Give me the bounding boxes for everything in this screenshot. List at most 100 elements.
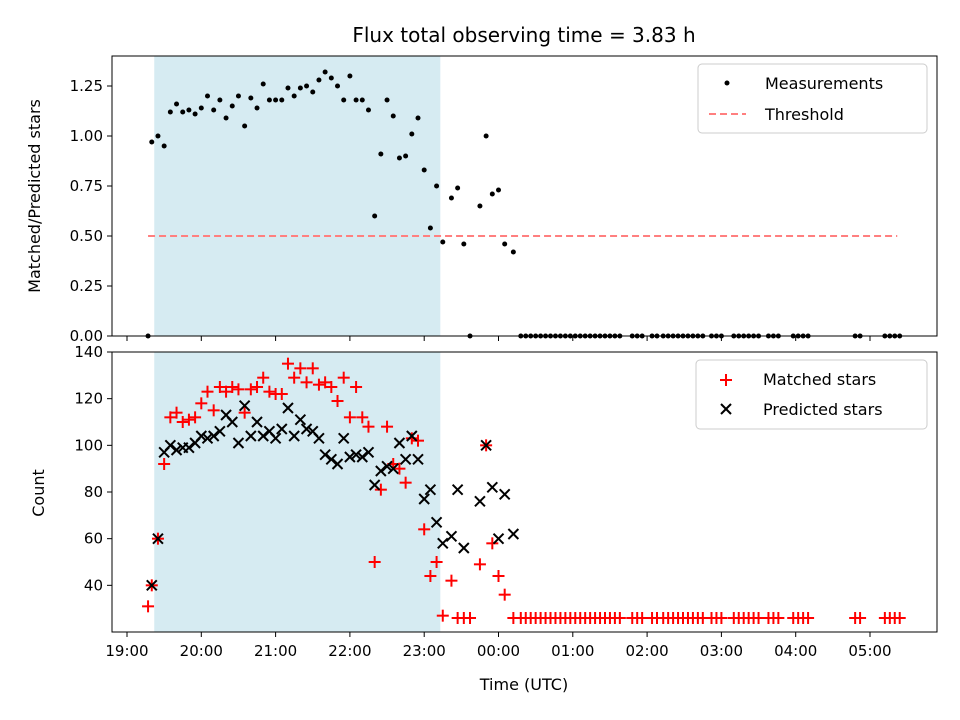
matched-star-point [854, 612, 867, 624]
matched-star-point [343, 411, 356, 424]
matched-star-point [473, 558, 486, 571]
x-tick-label: 22:00 [328, 642, 371, 660]
matched-star-point [213, 381, 226, 393]
measurement-point [161, 143, 167, 149]
predicted-star-point [183, 441, 195, 454]
matched-star-point [306, 362, 319, 375]
measurement-point [297, 85, 303, 91]
predicted-star-point [430, 516, 443, 529]
measurement-point [477, 203, 483, 209]
matched-star-point [430, 556, 443, 568]
matched-star-point [201, 385, 214, 398]
measurement-point [260, 81, 266, 87]
measurement-point [359, 97, 365, 103]
measurement-point [328, 75, 334, 81]
measurement-point [304, 83, 310, 89]
top-legend: Measurements Threshold [697, 63, 928, 134]
matched-star-point [893, 612, 906, 624]
matched-star-point [356, 411, 369, 424]
predicted-star-point [170, 444, 183, 456]
chart-title: Flux total observing time = 3.83 h [352, 23, 695, 47]
measurement-point [396, 155, 402, 161]
matched-star-point [424, 570, 437, 582]
predicted-star-point [276, 423, 288, 435]
matched-star-point [492, 570, 505, 582]
measurement-point [273, 97, 279, 103]
x-tick-label: 05:00 [848, 642, 891, 660]
matched-star-point [802, 612, 815, 624]
measurement-point [455, 185, 461, 191]
predicted-star-point [201, 432, 214, 445]
matched-star-point [244, 383, 257, 396]
predicted-star-point [451, 483, 464, 496]
predicted-star-point [393, 437, 406, 449]
measurement-point [322, 69, 328, 75]
legend-measurements-marker [724, 80, 730, 86]
measurement-point [149, 139, 155, 145]
measurement-point [310, 89, 316, 95]
bottom-y-axis-label: Count [29, 469, 48, 517]
bottom-panel-count: 40 60 80 100 120 140 19:00 20:00 21:00 22:00 23:0… [29, 343, 938, 694]
matched-star-point [381, 420, 394, 433]
top-x-axis-ticks [126, 336, 871, 341]
measurement-point [223, 115, 229, 121]
matched-star-point [337, 371, 350, 384]
measurement-point [510, 249, 516, 255]
matched-star-point [195, 397, 208, 410]
measurement-point [409, 131, 415, 137]
measurement-point [167, 109, 173, 115]
predicted-star-point [319, 448, 331, 461]
measurement-point [242, 123, 248, 129]
predicted-star-point [257, 430, 269, 442]
measurement-point [372, 213, 378, 219]
matched-star-point [715, 612, 728, 624]
legend-predicted-label: Predicted stars [763, 400, 883, 419]
predicted-star-point [152, 532, 164, 545]
measurement-point [198, 105, 204, 111]
bottom-y-axis-ticks: 40 60 80 100 120 140 [74, 343, 112, 594]
measurement-point [365, 107, 371, 113]
bottom-y-tick-label: 80 [84, 483, 103, 501]
top-y-tick-label: 1.00 [70, 127, 103, 145]
bottom-plot-frame [111, 351, 938, 633]
predicted-star-point [164, 439, 177, 452]
top-y-axis-label: Matched/Predicted stars [25, 99, 44, 293]
matched-star-point [164, 411, 177, 424]
matched-star-point [189, 411, 202, 424]
measurement-point [285, 85, 291, 91]
predicted-stars-series [146, 399, 520, 592]
matched-star-point [170, 406, 183, 419]
predicted-star-point [406, 430, 418, 442]
measurement-point [378, 151, 384, 157]
measurement-point [291, 93, 297, 99]
measurement-point [496, 187, 501, 193]
predicted-star-point [313, 432, 325, 445]
predicted-star-point [474, 495, 486, 508]
predicted-star-point [498, 488, 511, 501]
x-tick-label: 19:00 [105, 642, 148, 660]
predicted-star-point [492, 532, 505, 545]
measurement-point [204, 93, 210, 99]
matched-star-point [294, 362, 307, 375]
matched-star-point [405, 432, 418, 445]
measurement-point [266, 97, 272, 103]
top-observing-window [154, 56, 441, 336]
legend-matched-label: Matched stars [763, 370, 876, 389]
matched-star-point [232, 383, 245, 396]
predicted-star-point [251, 416, 263, 428]
predicted-star-point [338, 432, 350, 445]
legend-measurements-label: Measurements [765, 74, 883, 93]
bottom-x-axis-ticks: 19:00 20:00 21:00 22:00 23:00 00:00 01:00 02:00… [105, 632, 892, 660]
measurement-point [448, 195, 454, 201]
matched-star-point [226, 381, 239, 393]
top-y-tick-label: 0.50 [70, 227, 103, 245]
predicted-star-point [399, 453, 412, 466]
predicted-star-point [362, 446, 375, 459]
bottom-observing-window [154, 352, 441, 632]
predicted-star-point [325, 453, 338, 466]
top-y-tick-label: 0.75 [70, 177, 103, 195]
matched-star-point [207, 404, 220, 417]
matched-star-point [325, 381, 338, 393]
predicted-star-point [245, 430, 257, 442]
